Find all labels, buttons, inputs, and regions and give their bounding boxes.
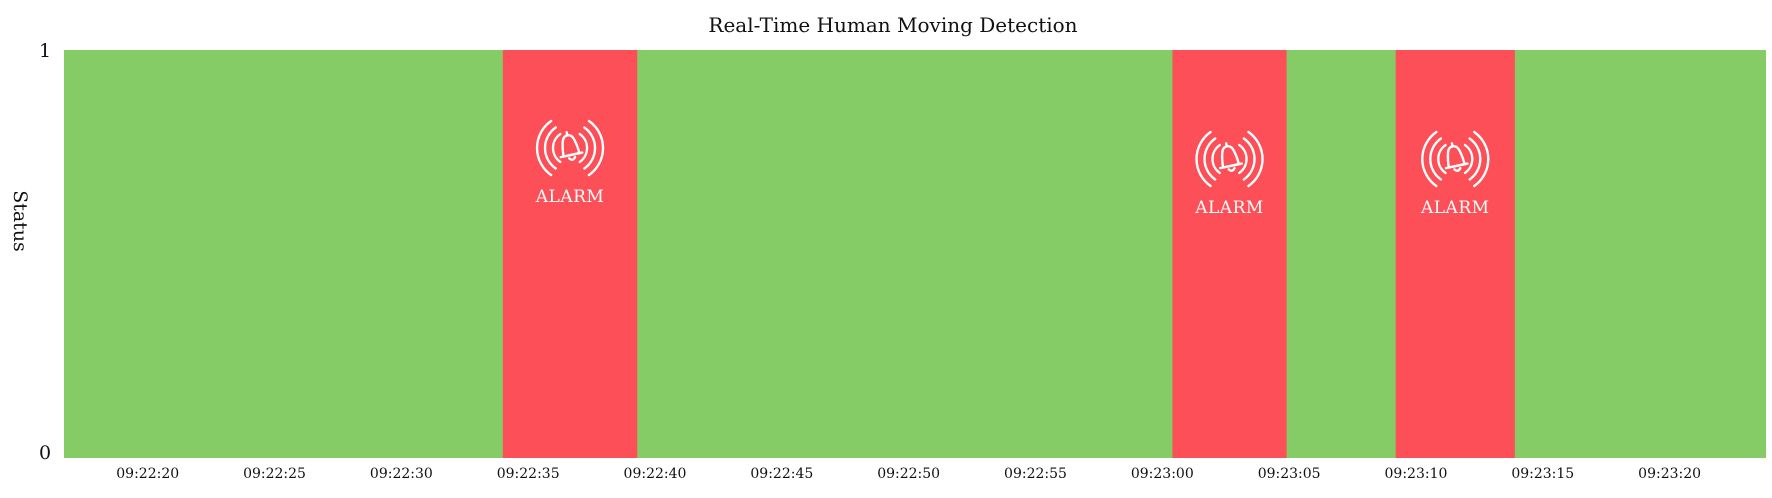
alarm-bell-icon — [535, 119, 605, 177]
alarm-bar — [1395, 50, 1515, 458]
alarm-label: ALARM — [1420, 198, 1490, 218]
x-tick-label-6: 09:22:50 — [877, 466, 940, 482]
y-tick-label-0: 0 — [39, 442, 51, 464]
alarm-bell-icon — [1421, 130, 1490, 188]
x-tick-label-11: 09:23:15 — [1511, 466, 1574, 482]
x-tick-label-5: 09:22:45 — [750, 466, 813, 482]
alarm-bar — [502, 50, 638, 458]
x-tick-label-3: 09:22:35 — [497, 466, 560, 482]
alarm-period-1: ALARM — [502, 50, 638, 458]
alarm-period-2: ALARM — [1172, 50, 1287, 458]
x-tick-label-7: 09:22:55 — [1004, 466, 1067, 482]
x-tick-label-12: 09:23:20 — [1638, 466, 1701, 482]
x-tick-label-4: 09:22:40 — [624, 466, 687, 482]
x-tick-label-9: 09:23:05 — [1258, 466, 1321, 482]
x-tick-label-2: 09:22:30 — [370, 466, 433, 482]
chart-title: Real-Time Human Moving Detection — [708, 13, 1077, 37]
plot-area: ALARM ALARM ALARM — [64, 50, 1766, 458]
y-axis-label: Status — [9, 190, 31, 252]
alarm-bell-icon — [1195, 130, 1264, 188]
alarm-period-3: ALARM — [1395, 50, 1515, 458]
x-tick-labels: 09:22:20 09:22:25 09:22:30 09:22:35 09:22:40… — [116, 466, 1701, 482]
x-tick-label-1: 09:22:25 — [243, 466, 306, 482]
x-tick-label-10: 09:23:10 — [1385, 466, 1448, 482]
x-tick-label-8: 09:23:00 — [1131, 466, 1194, 482]
alarm-label: ALARM — [535, 187, 605, 207]
x-tick-label-0: 09:22:20 — [116, 466, 179, 482]
alarm-bar — [1172, 50, 1287, 458]
alarm-label: ALARM — [1194, 198, 1264, 218]
y-tick-label-1: 1 — [39, 40, 51, 62]
